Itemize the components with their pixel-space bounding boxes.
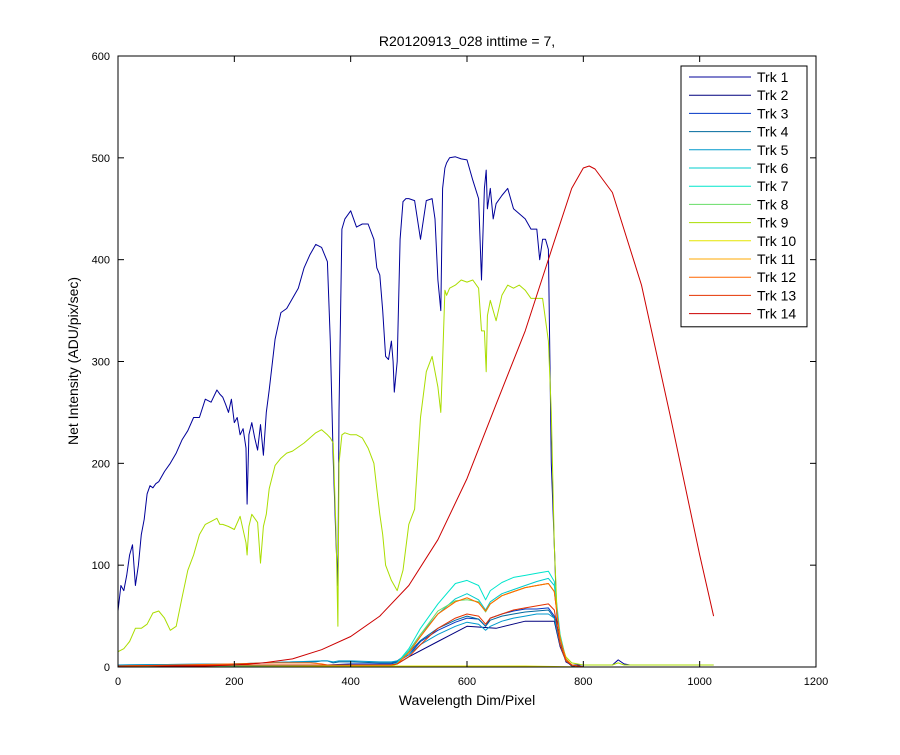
- x-tick-label: 800: [574, 676, 592, 688]
- legend-label-trk-7: Trk 7: [757, 178, 789, 194]
- legend-label-trk-3: Trk 3: [757, 105, 789, 121]
- legend-label-trk-6: Trk 6: [757, 160, 789, 176]
- x-tick-label: 600: [458, 676, 476, 688]
- legend-label-trk-4: Trk 4: [757, 124, 789, 140]
- x-tick-label: 0: [115, 676, 121, 688]
- y-tick-label: 0: [104, 662, 110, 674]
- legend-label-trk-2: Trk 2: [757, 87, 789, 103]
- legend-label-trk-12: Trk 12: [757, 269, 796, 285]
- y-tick-label: 300: [92, 357, 110, 369]
- series-line-trk-1: [117, 156, 714, 666]
- x-tick-label: 200: [225, 676, 243, 688]
- x-tick-label: 400: [341, 676, 359, 688]
- series-line-trk-12: [117, 583, 714, 668]
- legend-label-trk-1: Trk 1: [757, 69, 789, 85]
- x-tick-label: 1200: [804, 676, 828, 688]
- legend-label-trk-5: Trk 5: [757, 142, 789, 158]
- legend-label-trk-8: Trk 8: [757, 196, 789, 212]
- legend: Trk 1 Trk 2 Trk 3 Trk 4 Trk 5 Trk 6 Trk 7 Trk 8…: [680, 65, 808, 328]
- legend-label-trk-14: Trk 14: [757, 306, 796, 322]
- series-line-trk-9: [117, 279, 714, 666]
- legend-label-trk-9: Trk 9: [757, 215, 789, 231]
- tick-layer: 0 200 400 600 800 1000 1200 0 100 200 300 400 500 600: [92, 51, 829, 688]
- legend-label-trk-10: Trk 10: [757, 233, 796, 249]
- y-axis-label: Net Intensity (ADU/pix/sec): [65, 277, 81, 445]
- series-line-trk-13: [117, 603, 714, 668]
- legend-box: [680, 65, 808, 328]
- x-tick-label: 1000: [687, 676, 711, 688]
- y-tick-label: 200: [92, 458, 110, 470]
- chart-title: R20120913_028 inttime = 7,: [379, 33, 555, 49]
- legend-label-trk-13: Trk 13: [757, 287, 796, 303]
- x-axis-label: Wavelength Dim/Pixel: [399, 692, 535, 708]
- legend-label-trk-11: Trk 11: [757, 251, 795, 267]
- y-tick-label: 500: [92, 153, 110, 165]
- y-tick-label: 600: [92, 51, 110, 63]
- y-tick-label: 400: [92, 255, 110, 267]
- y-tick-label: 100: [92, 560, 110, 572]
